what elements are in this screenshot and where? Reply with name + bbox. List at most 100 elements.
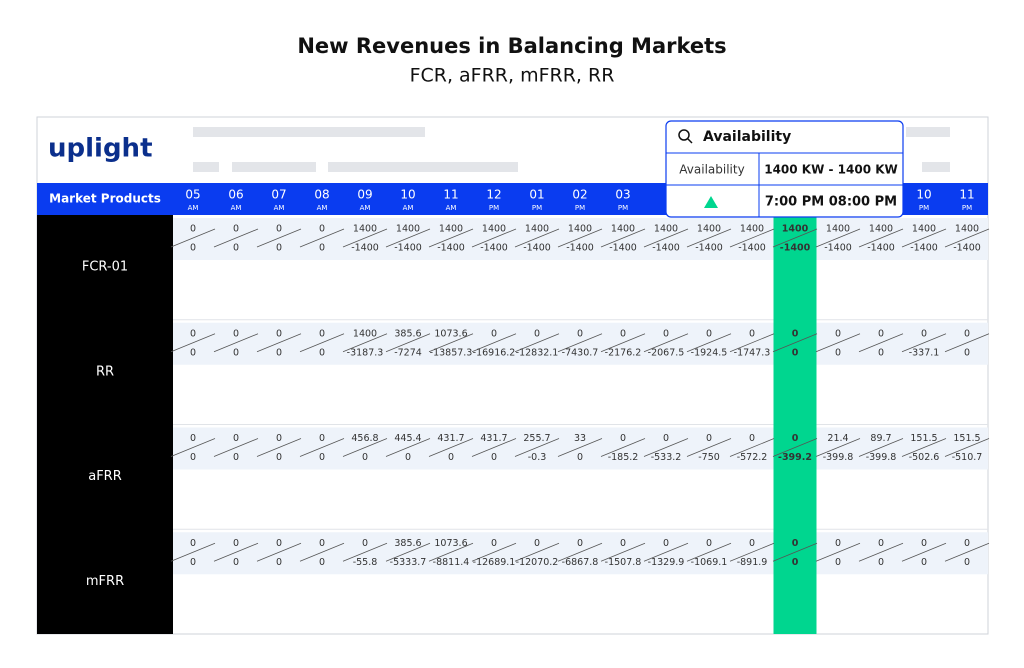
top-value: 89.7: [870, 433, 891, 444]
bottom-value: 0: [190, 347, 196, 358]
bottom-value: 0: [190, 452, 196, 463]
top-value: 0: [835, 538, 841, 549]
cell-divider: [600, 333, 646, 353]
top-value: 0: [706, 328, 712, 339]
top-value: 0: [319, 328, 325, 339]
bottom-value: 0: [921, 557, 927, 568]
column-hour: 03: [615, 188, 630, 202]
bottom-value: 0: [964, 347, 970, 358]
cell-divider: [557, 542, 603, 562]
top-value: 0: [534, 328, 540, 339]
cell-divider: [557, 228, 603, 248]
bottom-value: 0: [577, 452, 583, 463]
top-value: 431.7: [437, 433, 464, 444]
top-value: 0: [749, 433, 755, 444]
bottom-value: -0.3: [528, 452, 547, 463]
top-value: 1400: [568, 224, 592, 235]
cell-divider: [729, 333, 775, 353]
bottom-value: -1400: [867, 243, 895, 254]
cell-divider: [944, 333, 990, 353]
top-value: 1400: [353, 328, 377, 339]
column-period: AM: [446, 204, 457, 212]
subtitle: FCR, aFRR, mFRR, RR: [410, 65, 615, 87]
cell-divider: [428, 333, 474, 353]
bottom-value: 0: [233, 243, 239, 254]
bottom-value: 0: [792, 347, 799, 358]
top-value: 0: [362, 538, 368, 549]
row-label: aFRR: [88, 469, 122, 484]
top-value: 1073.6: [434, 328, 467, 339]
top-value: 431.7: [480, 433, 507, 444]
bottom-value: 0: [319, 347, 325, 358]
bottom-value: -1400: [824, 243, 852, 254]
top-value: 0: [233, 224, 239, 235]
top-value: 1400: [525, 224, 549, 235]
bottom-value: 0: [835, 557, 841, 568]
top-value: 0: [491, 538, 497, 549]
bottom-value: 0: [190, 243, 196, 254]
column-period: PM: [575, 204, 585, 212]
tooltip: Availability Availability 1400 KW - 1400…: [665, 120, 904, 218]
top-value: 151.5: [910, 433, 937, 444]
bottom-value: 0: [362, 452, 368, 463]
cell-divider: [772, 438, 818, 457]
bottom-value: -1400: [652, 243, 680, 254]
cell-divider: [815, 438, 861, 457]
cell-divider: [471, 542, 517, 562]
bottom-value: 0: [491, 452, 497, 463]
cell-divider: [643, 542, 689, 562]
top-value: 1400: [869, 224, 893, 235]
cell-divider: [213, 333, 259, 353]
column-period: AM: [231, 204, 242, 212]
cell-divider: [471, 438, 517, 457]
row-label: RR: [96, 364, 114, 379]
cell-divider: [385, 438, 431, 457]
bottom-value: -399.8: [866, 452, 897, 463]
top-value: 0: [577, 538, 583, 549]
top-value: 0: [749, 538, 755, 549]
top-value: 1400: [482, 224, 506, 235]
bottom-value: -12070.2: [516, 557, 559, 568]
bottom-value: 0: [276, 243, 282, 254]
logo: uplight: [48, 134, 153, 164]
cell-divider: [385, 542, 431, 562]
bottom-value: -502.6: [909, 452, 940, 463]
cell-divider: [944, 228, 990, 248]
value-band: [173, 427, 988, 470]
bottom-value: 0: [964, 557, 970, 568]
cell-divider: [901, 333, 947, 353]
top-value: 445.4: [394, 433, 421, 444]
bottom-value: -7430.7: [562, 347, 599, 358]
up-indicator: [704, 196, 718, 208]
cell-divider: [170, 542, 216, 562]
column-hour: 06: [228, 188, 243, 202]
top-value: 0: [276, 224, 282, 235]
column-period: AM: [188, 204, 199, 212]
bottom-value: -13857.3: [430, 347, 473, 358]
column-hour: 12: [486, 188, 501, 202]
top-value: 255.7: [523, 433, 550, 444]
top-value: 0: [706, 433, 712, 444]
cell-divider: [600, 438, 646, 457]
header-label: Market Products: [49, 192, 161, 206]
cell-divider: [729, 542, 775, 562]
top-value: 1400: [697, 224, 721, 235]
top-value: 0: [964, 538, 970, 549]
bottom-value: -6867.8: [562, 557, 599, 568]
cell-divider: [686, 333, 732, 353]
top-value: 1073.6: [434, 538, 467, 549]
cell-divider: [170, 333, 216, 353]
cell-divider: [815, 542, 861, 562]
cell-divider: [385, 333, 431, 353]
bottom-value: -1400: [738, 243, 766, 254]
top-value: 0: [190, 328, 196, 339]
cell-divider: [213, 542, 259, 562]
top-value: 0: [491, 328, 497, 339]
bottom-value: -1400: [480, 243, 508, 254]
bottom-value: -750: [698, 452, 720, 463]
table-body: FCR-01 0 0 0 0 0 0 0 0 1400 -1400 1400 -1400 1400 -140…: [82, 215, 990, 634]
top-value: 0: [190, 433, 196, 444]
bottom-value: 0: [878, 557, 884, 568]
cell-divider: [858, 333, 904, 353]
bottom-value: -1400: [351, 243, 379, 254]
